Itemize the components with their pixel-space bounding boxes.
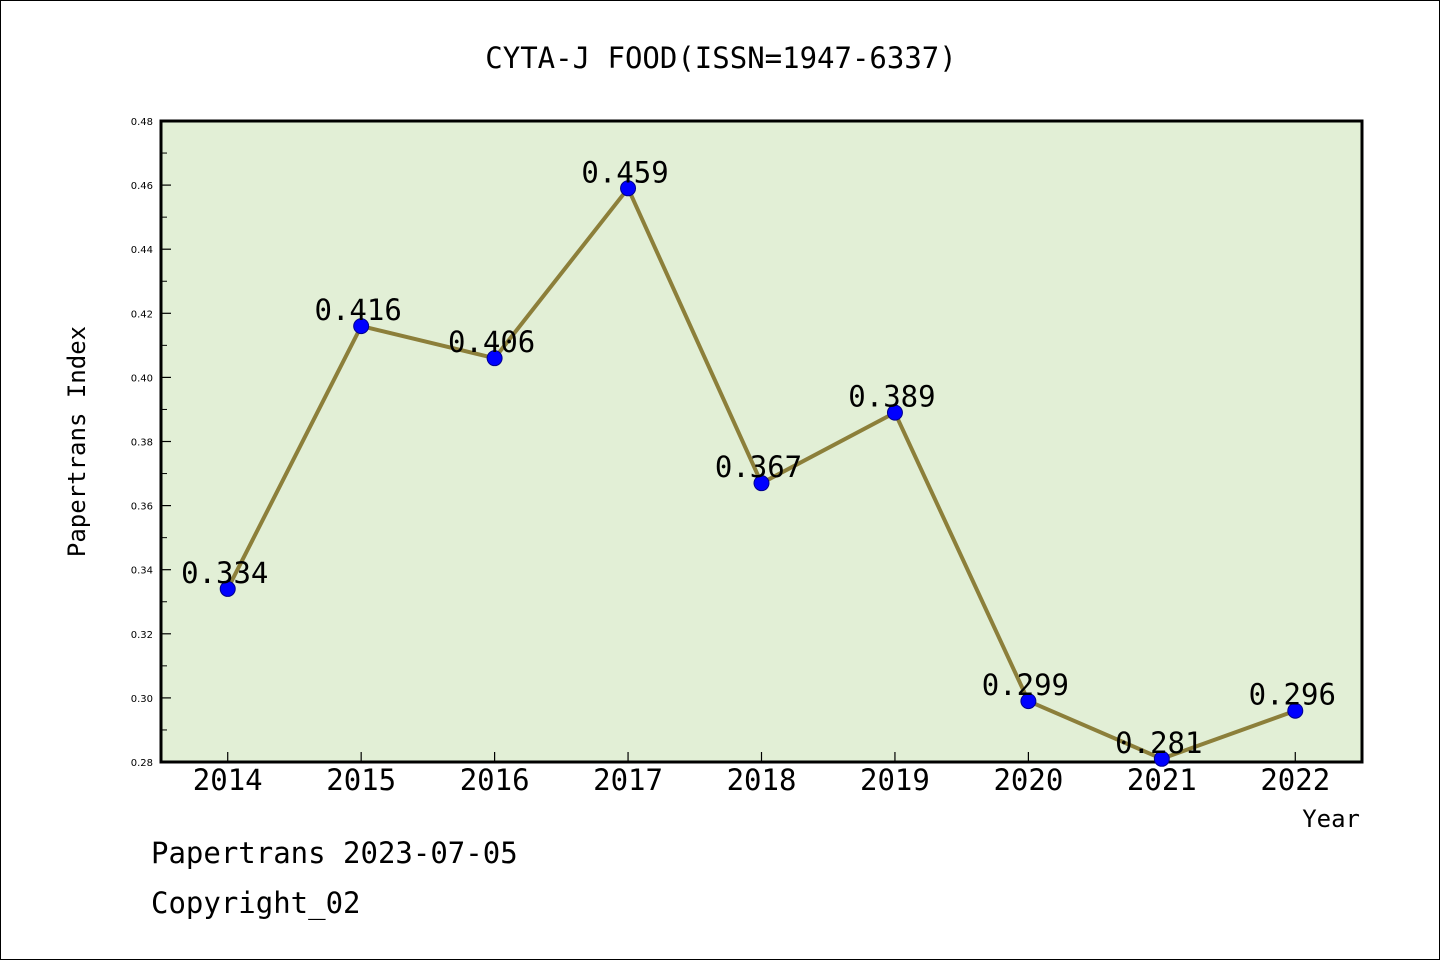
- y-tick-label: 0.34: [131, 566, 153, 577]
- x-tick-label: 2020: [993, 763, 1063, 797]
- y-tick-label: 0.44: [131, 245, 153, 256]
- chart-title: CYTA-J FOOD(ISSN=1947-6337): [485, 41, 956, 75]
- data-label: 0.299: [982, 668, 1069, 702]
- data-point: [1153, 750, 1170, 767]
- data-point: [886, 404, 903, 421]
- plot-frame: [159, 119, 1364, 764]
- x-tick-label: 2018: [727, 763, 797, 797]
- data-label: 0.459: [581, 155, 668, 189]
- y-axis-label: Papertrans Index: [63, 326, 91, 557]
- y-tick-label: 0.38: [131, 438, 153, 449]
- data-point: [620, 180, 637, 197]
- x-axis-label: Year: [1302, 805, 1360, 833]
- x-tick-label: 2022: [1260, 763, 1330, 797]
- y-tick-label: 0.40: [131, 373, 153, 384]
- y-tick-label: 0.46: [131, 181, 153, 192]
- footer-date-text: Papertrans 2023-07-05: [151, 836, 518, 870]
- y-tick-label: 0.32: [131, 630, 153, 641]
- data-point: [1020, 693, 1037, 710]
- y-tick-label: 0.30: [131, 694, 153, 705]
- x-tick-label: 2021: [1127, 763, 1197, 797]
- x-tick-label: 2016: [460, 763, 530, 797]
- data-point: [753, 475, 770, 492]
- plot-area: [161, 121, 1362, 762]
- data-label: 0.296: [1249, 678, 1336, 712]
- x-tick-label: 2019: [860, 763, 930, 797]
- x-tick-label: 2017: [593, 763, 663, 797]
- footer-copyright-text: Copyright_02: [151, 886, 361, 920]
- y-tick-label: 0.36: [131, 502, 153, 513]
- y-tick-label: 0.48: [131, 117, 153, 128]
- data-label: 0.389: [848, 380, 935, 414]
- data-point: [1287, 702, 1304, 719]
- data-label: 0.416: [315, 293, 402, 327]
- x-tick-label: 2015: [326, 763, 396, 797]
- y-tick-label: 0.28: [131, 758, 153, 769]
- data-point: [219, 580, 236, 597]
- data-label: 0.406: [448, 325, 535, 359]
- data-label: 0.334: [181, 556, 268, 590]
- data-point: [353, 318, 370, 335]
- data-label: 0.367: [715, 450, 802, 484]
- data-point: [486, 350, 503, 367]
- y-tick-label: 0.42: [131, 309, 153, 320]
- x-tick-label: 2014: [193, 763, 263, 797]
- data-label: 0.281: [1115, 726, 1202, 760]
